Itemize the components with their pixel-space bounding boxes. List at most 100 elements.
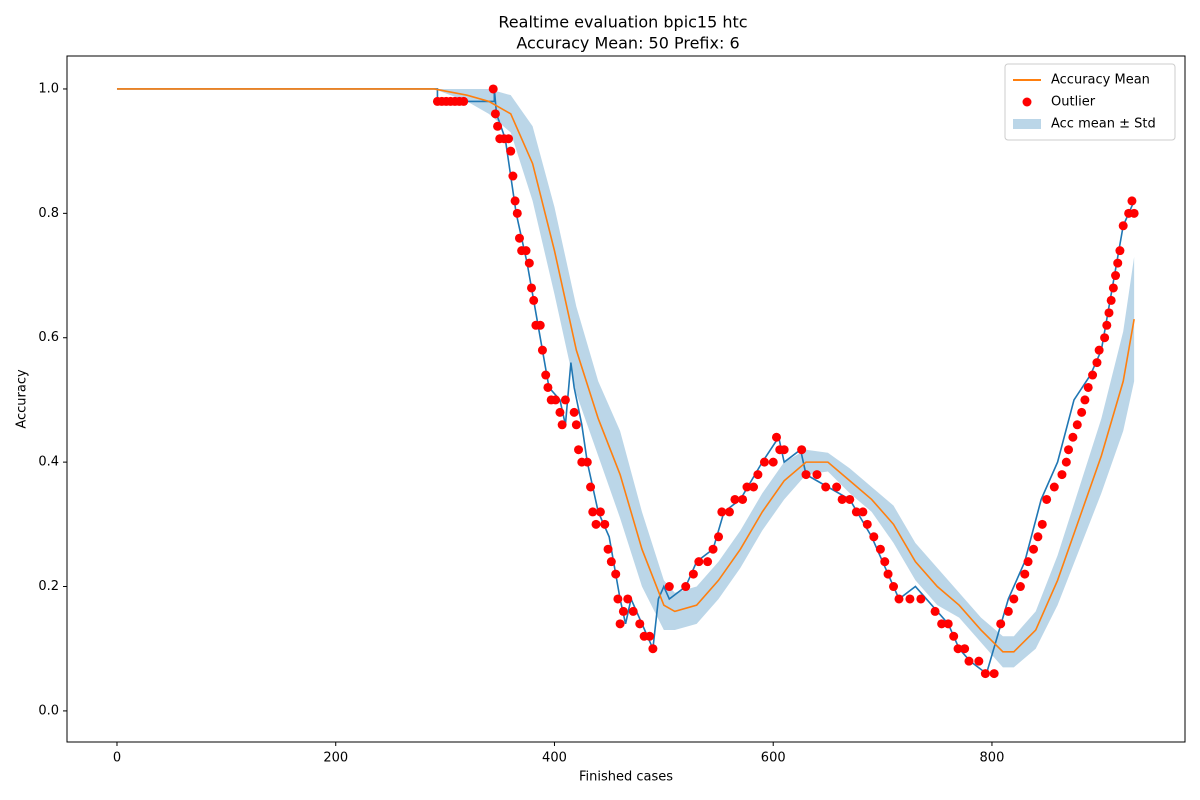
- outlier-point: [1068, 432, 1078, 442]
- outlier-point: [535, 320, 545, 330]
- outlier-point: [615, 619, 625, 629]
- outlier-point: [1115, 246, 1125, 256]
- outlier-point: [759, 457, 769, 467]
- outlier-point: [1033, 532, 1043, 542]
- y-tick-label: 0.0: [38, 703, 59, 718]
- outlier-point: [771, 432, 781, 442]
- outlier-point: [749, 482, 759, 492]
- outlier-point: [1102, 320, 1112, 330]
- outlier-point: [858, 507, 868, 517]
- outlier-point: [588, 507, 598, 517]
- outlier-point: [717, 507, 727, 517]
- outlier-point: [768, 457, 778, 467]
- outlier-point: [618, 606, 628, 616]
- outlier-point: [801, 470, 811, 480]
- outlier-point: [1003, 606, 1013, 616]
- outlier-point: [1029, 544, 1039, 554]
- outlier-point: [493, 121, 503, 131]
- outlier-point: [1009, 594, 1019, 604]
- outlier-point: [1080, 395, 1090, 405]
- legend-label: Acc mean ± Std: [1051, 117, 1156, 132]
- outlier-point: [960, 644, 970, 654]
- outlier-point: [506, 146, 516, 156]
- outlier-point: [586, 482, 596, 492]
- outlier-point: [571, 420, 581, 430]
- outlier-point: [510, 196, 520, 206]
- outlier-point: [1100, 333, 1110, 343]
- outlier-point: [1108, 283, 1118, 293]
- outlier-point: [541, 370, 551, 380]
- outlier-point: [894, 594, 904, 604]
- legend-swatch: [1022, 97, 1032, 107]
- outlier-point: [738, 494, 748, 504]
- outlier-point: [606, 557, 616, 567]
- outlier-point: [1088, 370, 1098, 380]
- outlier-point: [1118, 221, 1128, 231]
- outlier-point: [664, 582, 674, 592]
- legend-swatch: [1013, 119, 1041, 129]
- outlier-point: [1092, 358, 1102, 368]
- chart-subtitle: Accuracy Mean: 50 Prefix: 6: [516, 34, 739, 53]
- y-axis-label: Accuracy: [15, 369, 30, 429]
- outlier-point: [603, 544, 613, 554]
- outlier-point: [862, 519, 872, 529]
- outlier-point: [688, 569, 698, 579]
- outlier-point: [628, 606, 638, 616]
- outlier-point: [730, 494, 740, 504]
- outlier-point: [779, 445, 789, 455]
- outlier-point: [488, 84, 498, 94]
- outlier-point: [1061, 457, 1071, 467]
- legend-box: [1004, 63, 1176, 141]
- outlier-point: [1083, 382, 1093, 392]
- outlier-point: [812, 470, 822, 480]
- outlier-point: [1020, 569, 1030, 579]
- std-band: [434, 88, 1135, 668]
- outlier-point: [905, 594, 915, 604]
- legend-label: Accuracy Mean: [1051, 73, 1150, 88]
- outlier-point: [490, 109, 500, 119]
- x-tick-label: 400: [542, 751, 567, 766]
- outlier-point: [504, 134, 514, 144]
- outlier-point: [714, 532, 724, 542]
- outlier-point: [582, 457, 592, 467]
- outlier-point: [1037, 519, 1047, 529]
- outlier-point: [555, 407, 565, 417]
- outlier-point: [537, 345, 547, 355]
- axes-frame: [66, 55, 1186, 743]
- outlier-point: [883, 569, 893, 579]
- y-tick-label: 0.8: [38, 206, 59, 221]
- x-tick-label: 200: [323, 751, 348, 766]
- outlier-point: [837, 494, 847, 504]
- outlier-point: [529, 295, 539, 305]
- outlier-point: [591, 519, 601, 529]
- y-tick-label: 0.2: [38, 579, 59, 594]
- outlier-point: [1023, 557, 1033, 567]
- x-tick-label: 0: [113, 751, 121, 766]
- outlier-point: [551, 395, 561, 405]
- outlier-point: [514, 233, 524, 243]
- outlier-point: [1042, 494, 1052, 504]
- outlier-point: [916, 594, 926, 604]
- outlier-point: [1127, 196, 1137, 206]
- outlier-point: [508, 171, 518, 181]
- plot-area: [116, 84, 1139, 679]
- outlier-point: [613, 594, 623, 604]
- outlier-point: [1015, 582, 1025, 592]
- outlier-point: [595, 507, 605, 517]
- outlier-point: [543, 382, 553, 392]
- outlier-point: [880, 557, 890, 567]
- outlier-point: [851, 507, 861, 517]
- outlier-point: [459, 96, 469, 106]
- outlier-point: [943, 619, 953, 629]
- outlier-point: [560, 395, 570, 405]
- outlier-point: [623, 594, 633, 604]
- outlier-point: [1077, 407, 1087, 417]
- outlier-point: [527, 283, 537, 293]
- outlier-point: [512, 208, 522, 218]
- outlier-point: [875, 544, 885, 554]
- outlier-point: [521, 246, 531, 256]
- outlier-point: [574, 445, 584, 455]
- outlier-point: [694, 557, 704, 567]
- outlier-point: [1111, 271, 1121, 281]
